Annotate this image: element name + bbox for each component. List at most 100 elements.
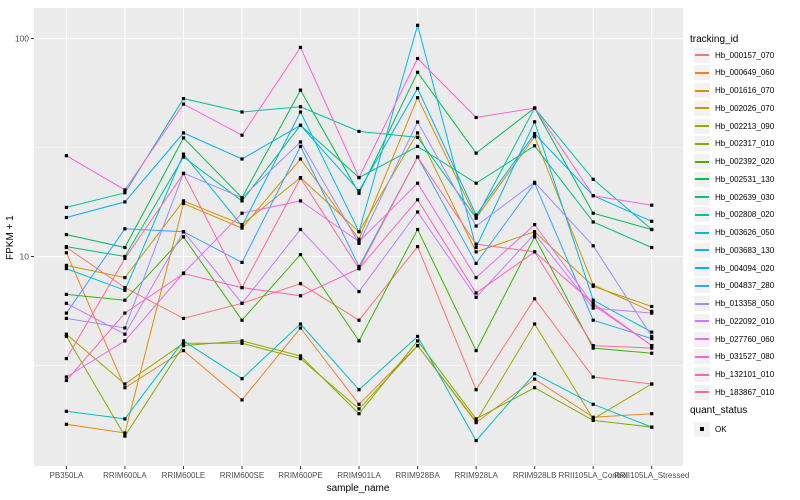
legend-key-line-icon — [695, 267, 709, 269]
data-point-marker — [533, 232, 537, 236]
data-point-marker — [533, 106, 537, 110]
legend-entry: Hb_002392_020 — [694, 154, 774, 170]
data-point-marker — [240, 301, 244, 305]
data-point-marker — [240, 377, 244, 381]
data-point-marker — [357, 191, 361, 195]
data-point-marker — [416, 120, 420, 124]
legend-key-box — [694, 349, 710, 365]
data-point-marker — [416, 86, 420, 91]
data-point-marker — [123, 339, 127, 343]
data-point-marker — [650, 344, 654, 348]
legend-title-quant-status: quant_status — [690, 405, 748, 416]
legend-entry: Hb_003626_050 — [694, 225, 774, 241]
data-point-marker — [533, 135, 537, 139]
legend-entry: Hb_000157_070 — [694, 47, 774, 63]
legend-key-box — [694, 242, 710, 258]
data-point-marker — [64, 251, 68, 255]
data-point-marker — [357, 241, 361, 245]
legend-key-box — [694, 313, 710, 329]
legend-entry: Hb_031527_080 — [694, 349, 774, 365]
x-tick-label: RRII105LA_Control — [558, 471, 628, 480]
legend-key-line-icon — [695, 302, 709, 305]
data-point-marker — [298, 110, 303, 114]
data-point-marker — [591, 375, 595, 379]
data-point-marker — [650, 334, 654, 338]
data-point-marker — [240, 260, 244, 264]
data-point-marker — [533, 132, 537, 136]
legend-entry-label: Hb_002639_030 — [715, 192, 775, 202]
legend-key-line-icon — [695, 89, 709, 92]
data-point-marker — [123, 417, 127, 421]
legend-entry-label: Hb_183867_010 — [715, 387, 775, 397]
data-point-marker — [533, 377, 537, 381]
legend-key-line-icon — [695, 142, 709, 145]
legend-entry-label: Hb_004094_020 — [715, 263, 775, 273]
data-point-marker — [298, 326, 303, 330]
legend-key-box — [694, 171, 710, 187]
data-point-marker — [123, 311, 127, 315]
data-point-marker — [357, 240, 361, 244]
data-point-marker — [123, 386, 127, 390]
data-point-marker — [591, 418, 595, 422]
data-point-marker — [474, 419, 478, 424]
data-point-marker — [181, 172, 186, 176]
data-point-marker — [298, 282, 303, 286]
legend-entry-label: Hb_002531_130 — [715, 174, 775, 184]
data-point-marker — [298, 105, 303, 109]
legend-key-line-icon — [695, 54, 709, 56]
data-point-marker — [591, 318, 595, 322]
data-point-marker — [298, 357, 303, 361]
legend-key-box — [694, 118, 710, 134]
data-point-marker — [650, 309, 654, 313]
data-point-marker — [357, 402, 361, 406]
legend-entry-label: Hb_002317_010 — [715, 139, 775, 149]
data-point-marker — [64, 215, 68, 220]
data-point-marker — [357, 412, 361, 416]
data-point-marker — [416, 227, 420, 232]
data-point-marker — [298, 176, 303, 180]
data-point-marker — [123, 431, 127, 435]
legend-entry-quant-ok: OK — [694, 421, 727, 437]
x-tick-label: RRII105LA_Stressed — [614, 471, 689, 480]
data-point-marker — [64, 233, 68, 237]
data-point-marker — [357, 129, 361, 133]
legend-entry-label: Hb_022092_010 — [715, 316, 775, 326]
data-point-marker — [298, 140, 303, 144]
data-point-marker — [240, 157, 244, 161]
data-point-marker — [123, 188, 127, 192]
legend-key-line-icon — [695, 231, 709, 234]
legend-key-box — [694, 65, 710, 81]
data-point-marker — [240, 341, 244, 345]
x-tick-label: RRIM600LE — [162, 471, 206, 480]
data-point-marker — [298, 227, 303, 232]
data-point-marker — [533, 386, 537, 390]
data-point-marker — [474, 181, 478, 185]
legend-key-box — [694, 83, 710, 98]
x-axis-title: sample_name — [326, 483, 390, 494]
data-point-marker — [357, 189, 361, 193]
legend-key-box — [694, 278, 710, 294]
data-point-marker — [533, 120, 537, 124]
data-point-marker — [357, 264, 361, 269]
data-point-marker — [533, 223, 537, 227]
legend-entry-label: Hb_132101_010 — [715, 370, 775, 379]
data-point-marker — [123, 326, 127, 330]
data-point-marker — [64, 316, 68, 320]
legend-entry: Hb_001616_070 — [694, 83, 774, 99]
legend-key-box — [694, 384, 710, 400]
legend-entry-label: Hb_002808_020 — [715, 210, 775, 220]
legend-key-box — [694, 154, 710, 169]
legend-key-line-icon — [695, 125, 709, 127]
data-point-marker — [357, 339, 361, 343]
data-point-marker — [533, 230, 537, 234]
data-point-marker — [240, 199, 244, 203]
data-point-marker — [123, 245, 127, 250]
data-point-marker — [181, 344, 186, 348]
data-point-marker — [240, 398, 244, 402]
data-point-marker — [416, 56, 420, 61]
data-point-marker — [298, 123, 303, 127]
data-point-marker — [240, 224, 244, 228]
y-tick-label: 100 — [15, 34, 29, 44]
data-point-marker — [64, 263, 68, 267]
